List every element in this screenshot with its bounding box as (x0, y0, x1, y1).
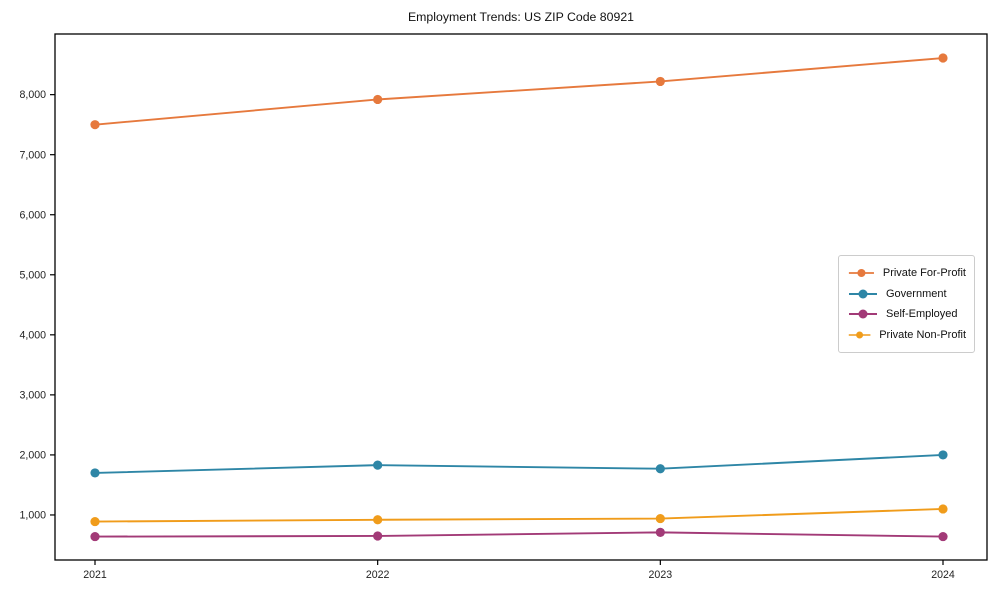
legend-label: Self-Employed (886, 308, 958, 321)
data-point-private-for-profit (90, 120, 100, 130)
y-tick-label: 4,000 (19, 329, 46, 341)
y-tick-label: 5,000 (19, 269, 46, 281)
chart-title: Employment Trends: US ZIP Code 80921 (408, 10, 634, 24)
y-tick-label: 2,000 (19, 450, 46, 462)
data-point-private-non-profit (938, 504, 948, 514)
data-point-self-employed (938, 531, 948, 542)
y-tick-label: 1,000 (19, 510, 46, 522)
series-line-private-for-profit (94, 57, 944, 126)
legend-label: Private For-Profit (882, 267, 966, 280)
chart-legend: Private For-Profit Government Self-Emplo… (838, 255, 975, 353)
legend-item-private-non-profit: Private Non-Profit (848, 325, 966, 346)
y-tick-label: 8,000 (19, 89, 46, 101)
legend-item-self-employed: Self-Employed (848, 304, 966, 325)
series-line-private-non-profit (94, 508, 944, 523)
legend-label: Private Non-Profit (879, 328, 966, 341)
data-point-government (90, 468, 100, 478)
legend-line-marker-icon (849, 309, 877, 319)
data-point-private-non-profit (655, 513, 665, 524)
x-tick-label: 2023 (649, 569, 673, 581)
plot-border (54, 33, 988, 561)
data-point-government (373, 460, 383, 470)
legend-item-government: Government (848, 284, 966, 305)
series-line-government (94, 453, 944, 474)
plot-area: 1,000 2,000 3,000 4,000 5,000 6,000 7,000 8,000… (19, 33, 988, 581)
data-point-government (938, 450, 948, 460)
data-point-private-for-profit (655, 76, 665, 87)
series-line-self-employed (94, 531, 944, 538)
data-point-private-non-profit (90, 516, 100, 527)
x-tick-label: 2021 (83, 569, 107, 581)
data-point-private-for-profit (938, 53, 948, 63)
data-point-self-employed (655, 527, 665, 537)
legend-line-marker-icon (849, 289, 877, 299)
data-point-government (655, 464, 665, 474)
x-tick-label: 2022 (366, 569, 390, 581)
legend-item-private-for-profit: Private For-Profit (848, 263, 966, 284)
data-point-private-for-profit (373, 94, 383, 105)
legend-label: Government (886, 287, 947, 300)
y-tick-label: 7,000 (19, 149, 46, 161)
x-tick-label: 2024 (931, 569, 955, 581)
legend-line-marker-icon (848, 331, 871, 339)
y-tick-label: 6,000 (19, 209, 46, 221)
data-point-self-employed (90, 531, 100, 542)
y-tick-label: 3,000 (19, 389, 46, 401)
data-point-private-non-profit (373, 515, 383, 525)
data-point-self-employed (373, 531, 383, 541)
legend-line-marker-icon (848, 269, 874, 278)
